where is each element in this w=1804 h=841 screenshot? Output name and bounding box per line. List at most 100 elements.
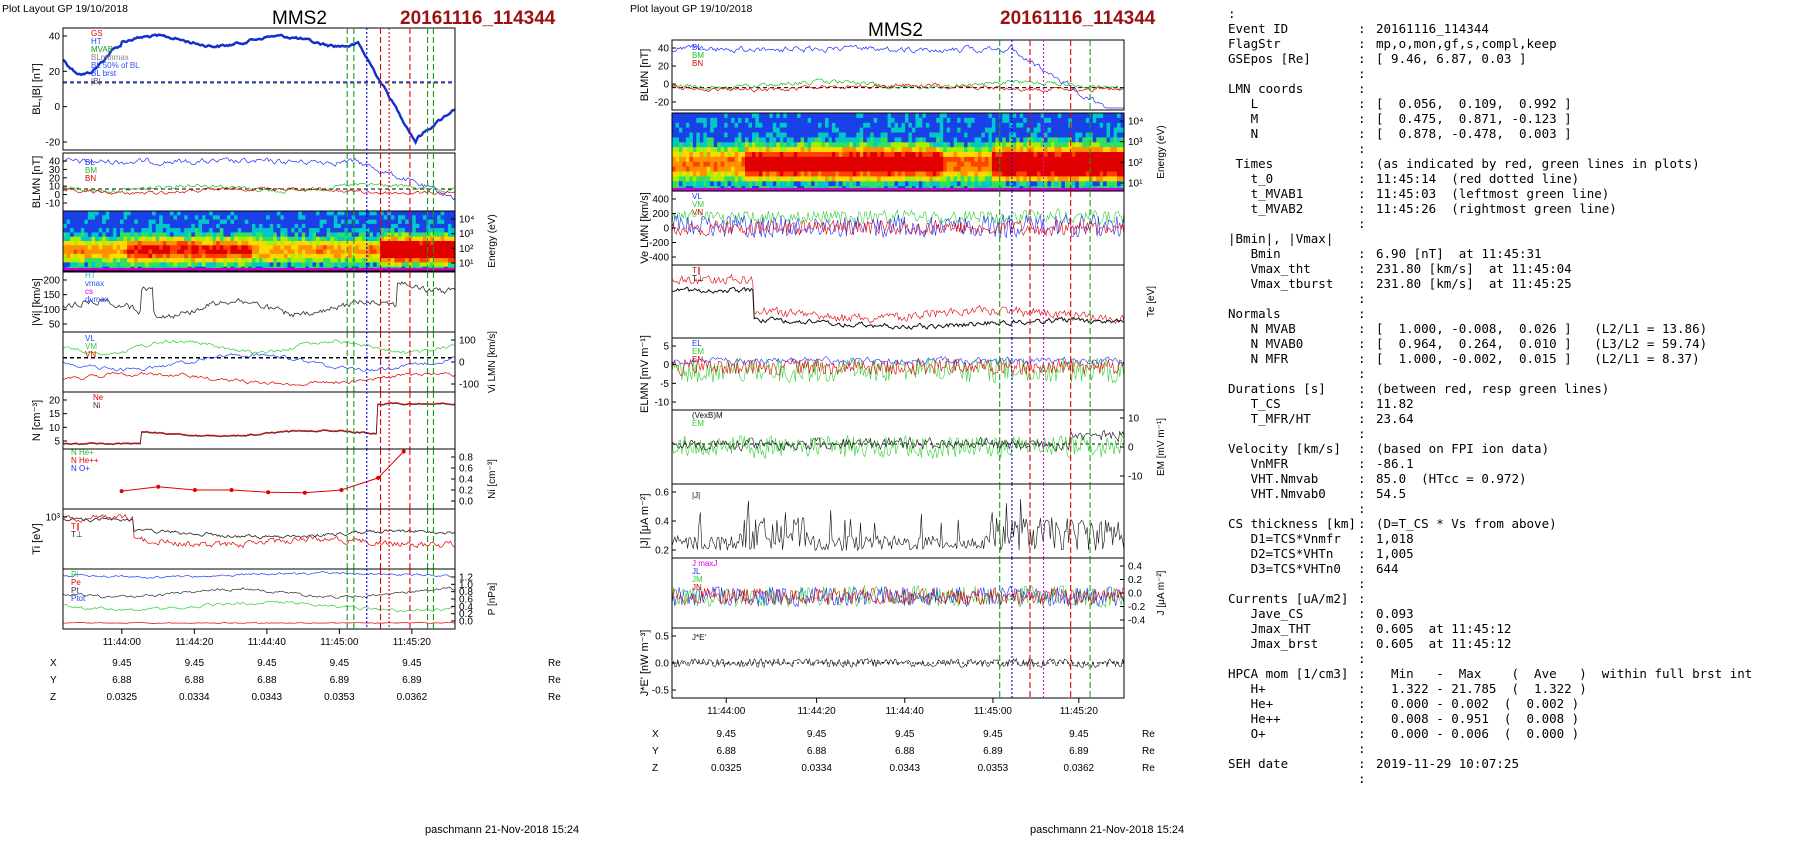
spectrogram-cell [437, 258, 442, 263]
summary-key: N [1228, 126, 1259, 141]
spectrogram-cell [699, 137, 704, 143]
spectrogram-cell [918, 137, 923, 143]
spectrogram-cell [159, 262, 164, 268]
spectrogram-cell [91, 236, 96, 242]
spectrogram-cell [1057, 132, 1062, 138]
spectrogram-cell [734, 113, 739, 119]
spectrogram-cell [971, 166, 976, 173]
spectrogram-cell [818, 152, 823, 158]
he-pp-point [302, 490, 307, 495]
spectrogram-cell [967, 156, 972, 163]
spectrogram-cell [447, 211, 453, 216]
spectrogram-cell [380, 232, 385, 238]
orbit-value: 0.0353 [324, 692, 355, 703]
summary-key: SEH date [1228, 756, 1289, 771]
spectrogram-cell [351, 223, 356, 229]
spectrogram-cell [412, 232, 417, 238]
spectrogram-cell [387, 219, 392, 225]
spectrogram-cell [859, 156, 864, 163]
spectrogram-cell [835, 147, 840, 153]
spectrogram-cell [713, 161, 718, 168]
spectrogram-cell [932, 176, 937, 182]
spectrogram-cell [1064, 161, 1069, 168]
spectrogram-cell [330, 228, 335, 233]
spectrogram-cell [706, 161, 711, 168]
spectrogram-cell [180, 262, 185, 268]
spectrogram-cell [967, 132, 972, 138]
spectrogram-cell [877, 117, 882, 124]
spectrogram-cell [1047, 171, 1052, 177]
summary-value: Min - Max ( Ave ) within full brst int [1376, 666, 1753, 681]
spectrogram-cell [936, 117, 941, 124]
spectrogram-cell [137, 228, 142, 233]
spectrogram-cell [863, 117, 868, 124]
spectrogram-cell [419, 241, 424, 246]
spectrogram-cell [731, 127, 736, 134]
spectrogram-cell [915, 152, 920, 158]
spectrogram-cell [266, 236, 271, 242]
spectrogram-cell [276, 228, 281, 233]
spectrogram-cell [825, 117, 830, 124]
spectrogram-cell [807, 113, 812, 119]
spectrogram-cell [866, 156, 871, 163]
spectrogram-cell [1054, 161, 1059, 168]
spectrogram-cell [123, 232, 128, 238]
spectrogram-cell [98, 215, 103, 221]
spectrogram-cell [1051, 166, 1056, 173]
spectrogram-cell [365, 223, 371, 229]
spectrogram-cell [842, 147, 847, 153]
bt-series [62, 33, 456, 143]
summary-value: [ 9.46, 6.87, 0.03 ] [1376, 51, 1527, 66]
spectrogram-cell [198, 219, 203, 225]
spectrogram-cell [880, 113, 885, 119]
spectrogram-cell [216, 241, 221, 246]
spectrogram-cell [1103, 161, 1108, 168]
summary-value: [ 0.964, 0.264, 0.010 ] (L3/L2 = 59.74) [1376, 336, 1708, 351]
spectrogram-cell [713, 176, 718, 182]
spectrogram-cell [1030, 176, 1035, 182]
summary-colon: : [1358, 396, 1366, 411]
spectrogram-cell [908, 166, 913, 173]
spectrogram-cell [294, 219, 299, 225]
spectrogram-cell [1096, 117, 1101, 124]
spectrogram-cell [394, 245, 399, 251]
spectrogram-cell [216, 232, 221, 238]
spectrogram-cell [776, 147, 781, 153]
spectrogram-cell [894, 132, 899, 138]
spectrogram-cell [287, 219, 292, 225]
spectrogram-cell [358, 236, 363, 242]
spectrogram-cell [333, 236, 338, 242]
spectrogram-cell [209, 253, 214, 259]
y-tick-label: -10 [46, 199, 61, 210]
spectrogram-cell [991, 181, 996, 187]
summary-colon: : [1358, 456, 1366, 471]
spectrogram-cell [319, 262, 324, 268]
spectrogram-cell [1061, 156, 1066, 163]
spectrogram-cell [262, 223, 267, 229]
spectrogram-cell [177, 228, 182, 233]
summary-key: Vmax_tht [1228, 261, 1311, 276]
spectrogram-cell [123, 262, 128, 268]
spectrogram-cell [116, 211, 121, 216]
spectrogram-cell [866, 113, 871, 119]
spectrogram-cell [362, 228, 367, 233]
spectrogram-cell [1106, 117, 1111, 124]
spectrogram-cell [845, 132, 850, 138]
spectrogram-cell [1040, 142, 1045, 148]
spectrogram-cell [870, 113, 875, 119]
spectrogram-cell [134, 241, 139, 246]
spectrogram-cell [852, 132, 857, 138]
spectrogram-cell [859, 161, 864, 168]
spectrogram-cell [925, 127, 930, 134]
spectrogram-cell [91, 232, 96, 238]
spectrogram-cell [950, 132, 955, 138]
spectrogram-cell [734, 152, 739, 158]
spectrogram-cell [137, 219, 142, 225]
spectrogram-cell [838, 171, 843, 177]
spectrogram-cell [842, 166, 847, 173]
summary-key: VnMFR [1228, 456, 1289, 471]
spectrogram-cell [991, 122, 996, 129]
spectrogram-cell [234, 223, 239, 229]
spectrogram-cell [1092, 156, 1097, 163]
right-header: Plot layout GP 19/10/2018 [630, 3, 753, 15]
